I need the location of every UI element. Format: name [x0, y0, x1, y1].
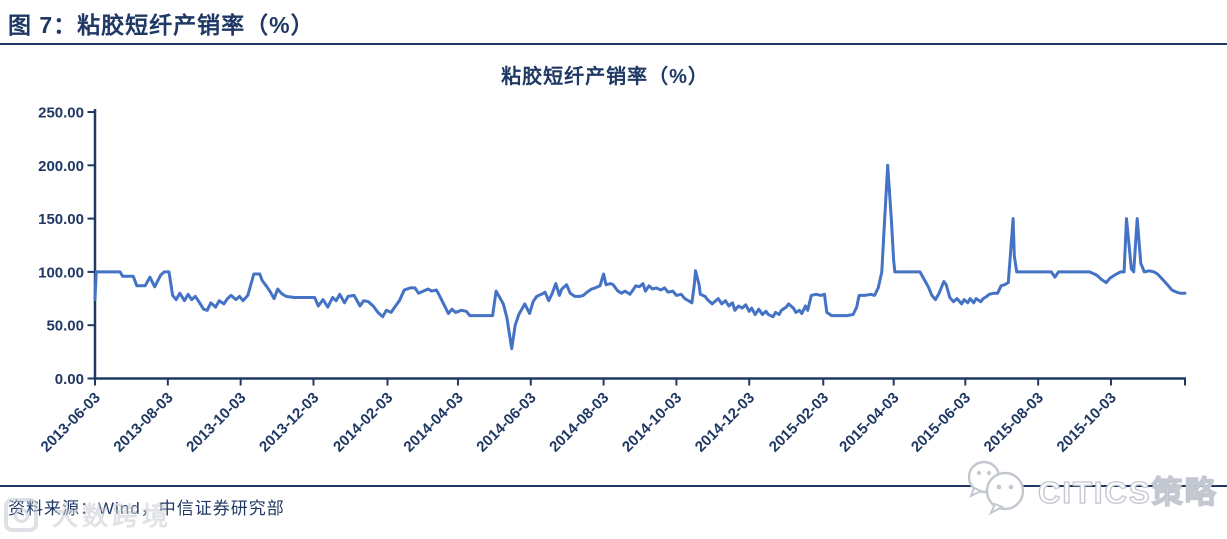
- watermark-left-logo-icon: [4, 497, 38, 532]
- x-tick-label: 2015-10-03: [1054, 389, 1120, 455]
- x-tick-label: 2014-10-03: [619, 389, 685, 455]
- y-tick-label: 100.00: [38, 264, 84, 281]
- y-tick-label: 200.00: [38, 158, 84, 175]
- x-tick-label: 2015-02-03: [766, 389, 832, 455]
- watermark-left: 大数跨境: [4, 496, 172, 533]
- x-tick-label: 2014-04-03: [400, 389, 466, 455]
- x-tick-label: 2014-06-03: [473, 389, 539, 455]
- x-tick-label: 2013-06-03: [38, 389, 104, 455]
- x-tick-label: 2015-06-03: [908, 389, 974, 455]
- x-tick-label: 2014-12-03: [692, 389, 758, 455]
- bottom-rule: [0, 485, 1227, 487]
- x-tick-label: 2015-08-03: [981, 389, 1047, 455]
- x-tick-label: 2014-08-03: [546, 389, 612, 455]
- watermark-right-label: CITICS策略: [1037, 474, 1218, 510]
- series-line: [93, 163, 1187, 351]
- watermark-left-label: 大数跨境: [52, 501, 173, 531]
- y-tick-label: 150.00: [38, 211, 84, 228]
- figure-label: 图 7：粘胶短纤产销率（%）: [8, 12, 315, 38]
- x-tick-label: 2014-02-03: [330, 389, 396, 455]
- chart-title: 粘胶短纤产销率（%）: [501, 66, 709, 88]
- x-tick-label: 2013-08-03: [110, 389, 176, 455]
- x-tick-label: 2013-10-03: [183, 389, 249, 455]
- y-axis-ticks: 0.00 50.00 100.00 150.00 200.00 250.00: [38, 105, 95, 388]
- y-tick-label: 250.00: [38, 105, 84, 122]
- title-underline: [0, 43, 1227, 45]
- y-tick-label: 0.00: [55, 371, 84, 388]
- x-axis-ticks: 2013-06-03 2013-08-03 2013-10-03 2013-12-03…: [38, 378, 1186, 456]
- source-note: 资料来源：Wind，中信证券研究部: [8, 499, 285, 518]
- y-tick-label: 50.00: [46, 318, 84, 335]
- wechat-icon: [967, 460, 1025, 516]
- x-tick-label: 2015-04-03: [836, 389, 902, 455]
- x-tick-label: 2013-12-03: [256, 389, 322, 455]
- watermark-right: CITICS策略: [962, 458, 1218, 518]
